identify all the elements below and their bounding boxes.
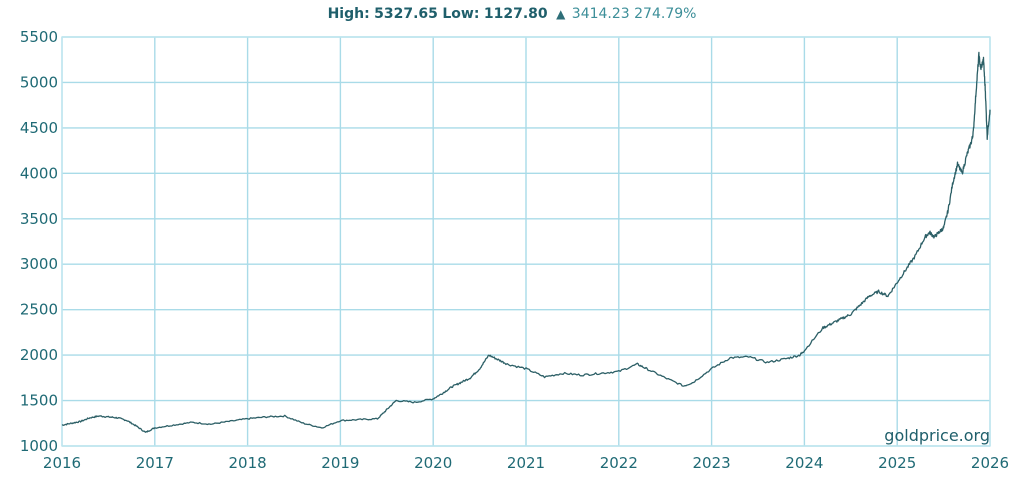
- y-tick-label: 3000: [20, 255, 58, 273]
- low-value: 1127.80: [483, 6, 548, 22]
- x-tick-label: 2025: [878, 454, 916, 472]
- change-value: 3414.23: [571, 6, 630, 22]
- x-tick-label: 2016: [43, 454, 81, 472]
- high-value: 5327.65: [374, 6, 438, 22]
- x-tick-label: 2021: [507, 454, 545, 472]
- x-tick-label: 2018: [229, 454, 267, 472]
- gold-price-line: [61, 51, 991, 433]
- x-tick-label: 2022: [600, 454, 638, 472]
- x-tick-label: 2017: [136, 454, 174, 472]
- up-arrow-icon: ▲: [556, 7, 566, 21]
- y-axis-ticks: 1000 1500 2000 2500 3000 3500 4000 4500 5000 5500: [20, 28, 58, 455]
- x-tick-label: 2023: [693, 454, 731, 472]
- chart-grid: [61, 36, 991, 447]
- y-tick-label: 2000: [20, 346, 58, 364]
- y-tick-label: 1500: [20, 392, 58, 410]
- x-tick-label: 2024: [785, 454, 823, 472]
- price-series: [61, 51, 991, 433]
- price-summary: High: 5327.65 Low: 1127.80 ▲ 3414.23 274…: [0, 6, 1024, 22]
- x-tick-label: 2026: [971, 454, 1009, 472]
- change-percent: 274.79%: [634, 6, 697, 22]
- y-tick-label: 4500: [20, 119, 58, 137]
- y-tick-label: 2500: [20, 301, 58, 319]
- y-tick-label: 4000: [20, 164, 58, 182]
- watermark: goldprice.org: [884, 426, 990, 445]
- y-tick-label: 5500: [20, 28, 58, 46]
- y-tick-label: 5000: [20, 73, 58, 91]
- x-axis-ticks: 2016 2017 2018 2019 2020 2021 2022 2023 2024 2025…: [43, 454, 1009, 472]
- high-label: High:: [327, 6, 370, 22]
- plot-frame: [61, 36, 991, 447]
- x-tick-label: 2019: [321, 454, 359, 472]
- x-tick-label: 2020: [414, 454, 452, 472]
- y-tick-label: 3500: [20, 210, 58, 228]
- low-label: Low:: [442, 6, 480, 22]
- y-tick-label: 1000: [20, 437, 58, 455]
